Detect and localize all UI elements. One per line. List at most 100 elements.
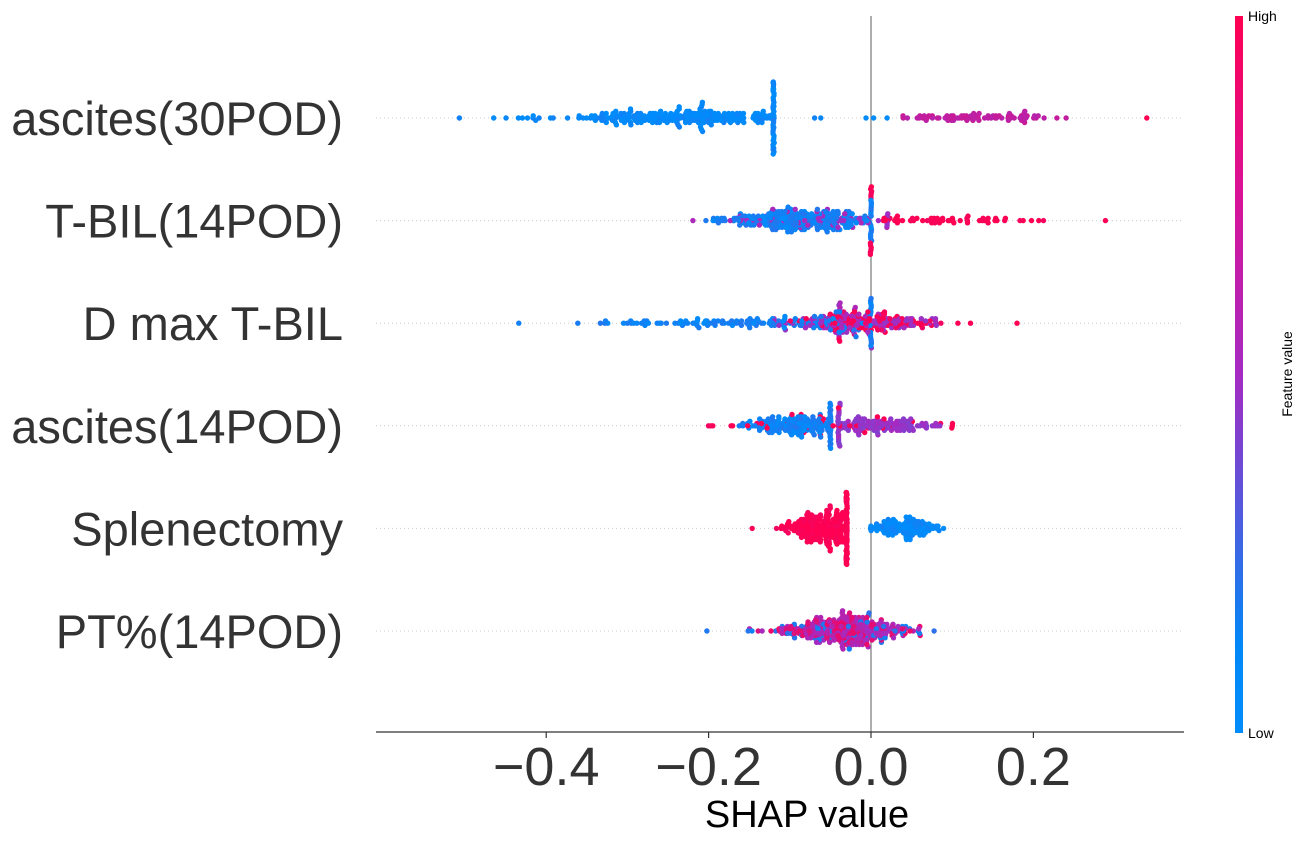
data-point [749,525,755,532]
data-point [842,313,848,320]
data-point [946,115,953,121]
x-axis-ticks: −0.4 −0.2 0.0 0.2 [493,732,1071,797]
data-point [837,338,843,344]
data-point [738,320,744,326]
data-point [835,414,841,420]
data-point [627,106,634,112]
data-point [896,527,902,534]
data-point [830,316,836,322]
data-point [830,518,836,525]
data-point [815,626,821,632]
data-point [703,217,709,224]
data-point [830,208,836,215]
data-point [609,113,616,119]
data-point [812,514,818,520]
data-point [656,320,663,326]
data-point [847,325,853,331]
data-point [804,222,811,228]
x-tick-label: −0.2 [655,737,762,797]
data-point [867,240,874,246]
data-point [890,516,897,523]
data-point [785,204,791,210]
data-point [759,628,765,634]
data-point [785,530,791,536]
data-point [878,327,885,333]
data-point [826,507,832,514]
data-point [675,122,681,128]
colorbar: High Low Feature value [1235,8,1295,741]
data-point [763,418,769,424]
data-point [868,197,874,203]
data-point [1040,217,1047,224]
data-point [749,628,755,634]
data-point [865,329,871,335]
data-point [882,320,888,326]
data-point [745,628,751,634]
data-point [911,521,917,527]
data-point [773,427,779,433]
data-point [901,427,907,433]
data-point [808,211,815,217]
data-point [657,108,664,115]
data-point [633,113,639,119]
data-point [826,619,833,625]
data-point [826,211,832,217]
data-point [839,608,846,614]
data-point [889,525,895,532]
data-point [939,217,946,224]
data-point [1036,217,1042,224]
data-point [969,115,975,121]
data-point [827,545,833,552]
data-point [704,117,711,124]
data-point [695,117,701,124]
data-point [860,425,866,431]
data-point [855,639,862,645]
data-point [900,115,906,121]
data-point [873,626,879,632]
data-point [836,427,842,433]
data-point [858,632,864,639]
data-point [762,217,768,224]
data-point [813,617,819,623]
data-point [833,309,839,315]
data-point [876,318,883,324]
data-point [787,318,793,324]
x-tick-label: −0.4 [493,737,600,797]
data-point [805,423,811,429]
data-point [816,418,822,424]
data-point [809,527,816,534]
data-point [884,115,890,121]
data-point [776,416,782,422]
data-point [838,217,844,224]
data-point [663,320,670,326]
data-point [835,208,841,215]
data-point [752,423,758,429]
data-point [813,639,820,645]
data-point [864,623,870,630]
data-point [847,423,853,429]
data-point [738,115,745,121]
data-point [729,110,736,117]
data-point [785,418,792,424]
data-point [835,405,842,411]
data-point [1041,115,1047,121]
data-point [755,628,761,634]
data-point [1144,115,1150,121]
data-point [818,313,824,320]
data-point [951,220,957,226]
data-point [815,215,822,221]
data-point [957,217,963,224]
data-point [910,516,917,523]
data-point [843,507,849,514]
data-point [916,630,923,636]
data-point [845,418,851,424]
data-point [785,521,791,527]
data-point [1054,115,1060,121]
data-point [729,423,736,429]
data-point [875,327,881,333]
data-point [856,311,862,317]
data-point [909,530,916,536]
data-point [801,427,807,433]
data-point [869,637,875,643]
data-point [786,423,793,429]
